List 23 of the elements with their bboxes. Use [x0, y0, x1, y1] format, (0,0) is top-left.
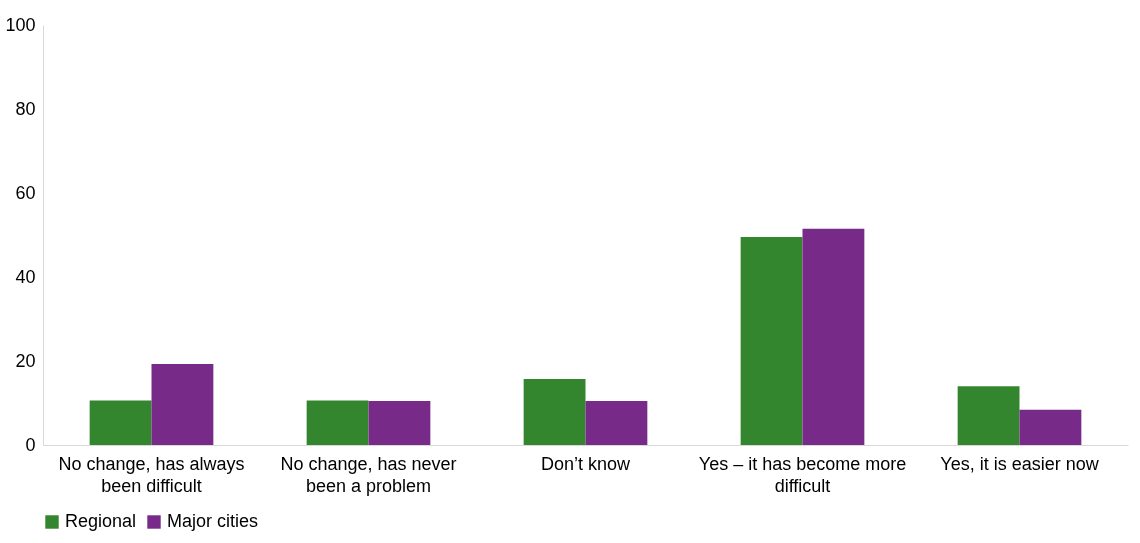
- bar: [957, 386, 1020, 445]
- bar: [306, 400, 369, 445]
- bar: [89, 400, 152, 445]
- x-tick-label: Yes, it is easier now: [940, 453, 1100, 474]
- bar: [1019, 409, 1082, 445]
- bar: [585, 400, 648, 445]
- bar: [368, 400, 431, 445]
- y-tick-label: 20: [15, 350, 36, 371]
- legend-label: Regional: [65, 511, 137, 531]
- bar: [151, 363, 214, 445]
- y-tick-label: 60: [15, 182, 36, 203]
- y-tick-label: 0: [25, 434, 36, 455]
- y-tick-label: 80: [15, 98, 36, 119]
- x-tick-label: Don’t know: [540, 453, 632, 474]
- y-tick-label: 40: [15, 266, 36, 287]
- bar: [802, 228, 865, 445]
- legend-label: Major cities: [167, 511, 259, 531]
- x-tick-label: No change, has never been a problem: [280, 453, 457, 496]
- x-tick-label: Yes – it has become more difficult: [698, 453, 907, 496]
- bar: [740, 237, 803, 445]
- bar: [523, 379, 586, 445]
- y-tick-label: 100: [5, 14, 36, 35]
- x-tick-label: No change, has always been difficult: [58, 453, 245, 496]
